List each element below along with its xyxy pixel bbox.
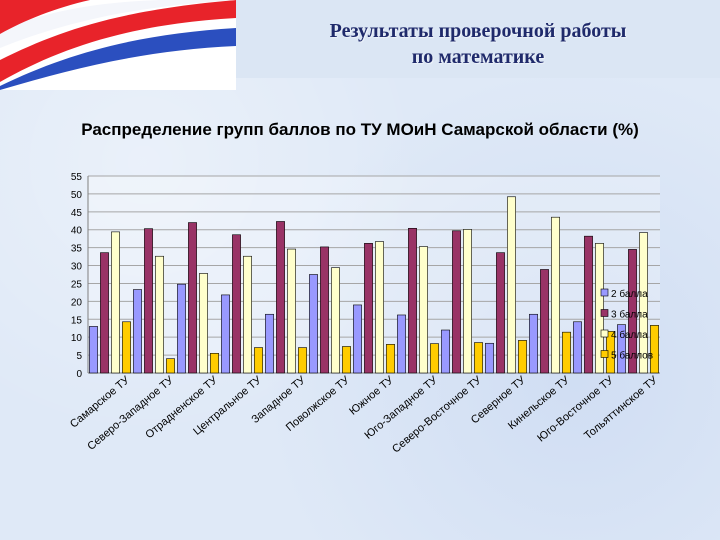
bar xyxy=(452,230,461,374)
legend-swatch xyxy=(600,309,609,317)
y-tick-label: 15 xyxy=(71,315,83,326)
bar xyxy=(309,274,318,374)
bar xyxy=(111,231,120,374)
bar xyxy=(562,331,571,374)
bar xyxy=(551,216,560,374)
bar xyxy=(386,344,395,374)
bar xyxy=(155,255,164,374)
legend-swatch xyxy=(600,288,609,297)
bar xyxy=(320,246,329,374)
y-tick-label: 10 xyxy=(71,333,83,344)
bar xyxy=(353,304,362,374)
bar xyxy=(584,235,593,374)
legend-label: 2 балла xyxy=(611,288,648,300)
y-tick-label: 50 xyxy=(71,190,83,201)
x-tick-label: Юго-Восточное ТУ xyxy=(535,373,616,444)
bar xyxy=(221,294,230,374)
bar xyxy=(474,342,483,374)
bar xyxy=(617,324,626,374)
bar xyxy=(639,232,648,374)
bar xyxy=(628,249,637,374)
y-tick-label: 30 xyxy=(71,262,83,273)
x-tick-label: Северо-Восточное ТУ xyxy=(390,373,485,455)
bar xyxy=(430,343,439,374)
bar xyxy=(276,221,285,374)
bar xyxy=(232,234,241,374)
chart-subtitle: Распределение групп баллов по ТУ МОиН Са… xyxy=(81,120,639,139)
bar xyxy=(287,248,296,374)
bar xyxy=(265,313,274,374)
bar xyxy=(199,273,208,374)
y-tick-label: 45 xyxy=(71,208,83,219)
bar xyxy=(364,243,373,374)
bar xyxy=(177,283,186,374)
page-title: Результаты проверочной работы по математ… xyxy=(236,18,720,70)
y-tick-label: 35 xyxy=(71,244,83,255)
title-line-2: по математике xyxy=(411,46,545,68)
legend-label: 5 баллов xyxy=(611,350,653,362)
bar xyxy=(243,255,252,374)
y-tick-label: 5 xyxy=(76,351,82,362)
bar xyxy=(254,347,263,374)
title-line-1: Результаты проверочной работы xyxy=(329,20,627,42)
y-tick-label: 55 xyxy=(71,172,83,183)
bar xyxy=(529,313,538,374)
bar xyxy=(89,326,98,374)
bar xyxy=(133,289,142,374)
x-tick-label: Юго-Западное ТУ xyxy=(363,373,441,441)
bar xyxy=(441,329,450,374)
legend-swatch xyxy=(600,329,609,338)
x-tick-label: Отрадненское ТУ xyxy=(143,373,220,441)
bar xyxy=(331,267,340,374)
bar xyxy=(342,346,351,374)
x-tick-label: Северо-Западное ТУ xyxy=(85,373,176,452)
bar xyxy=(496,252,505,374)
bar xyxy=(463,229,472,374)
bar xyxy=(375,241,384,374)
y-tick-label: 20 xyxy=(71,297,83,308)
bar xyxy=(595,243,604,374)
legend-swatch xyxy=(600,350,609,358)
y-tick-label: 25 xyxy=(71,279,83,290)
bar xyxy=(210,353,219,374)
bar xyxy=(397,314,406,374)
bar xyxy=(485,342,494,374)
flag-decoration-icon xyxy=(0,0,236,90)
y-tick-label: 0 xyxy=(76,369,82,380)
bar xyxy=(144,228,153,374)
header-panel xyxy=(236,0,720,78)
bar xyxy=(408,227,417,374)
legend-label: 4 балла xyxy=(611,329,648,341)
bar xyxy=(507,196,516,374)
bar xyxy=(166,358,175,374)
bar xyxy=(540,269,549,374)
bar xyxy=(573,321,582,374)
legend-label: 3 балла xyxy=(611,309,648,321)
bar xyxy=(298,347,307,374)
bar xyxy=(650,325,659,374)
x-tick-label: Тольяттинское ТУ xyxy=(582,373,661,442)
bar xyxy=(518,340,527,374)
bar xyxy=(419,246,428,374)
y-tick-label: 40 xyxy=(71,226,83,237)
bar xyxy=(100,252,109,374)
bar xyxy=(122,321,131,374)
bar xyxy=(188,222,197,374)
